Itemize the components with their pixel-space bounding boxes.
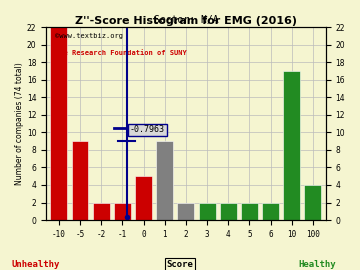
Title: Z''-Score Histogram for EMG (2016): Z''-Score Histogram for EMG (2016): [75, 16, 297, 26]
Text: The Research Foundation of SUNY: The Research Foundation of SUNY: [54, 50, 186, 56]
Text: -0.7963: -0.7963: [130, 125, 165, 134]
Bar: [135, 176, 152, 220]
Bar: [177, 202, 194, 220]
Bar: [199, 202, 216, 220]
Bar: [241, 202, 258, 220]
Text: ©www.textbiz.org: ©www.textbiz.org: [54, 33, 122, 39]
Text: Healthy: Healthy: [298, 260, 336, 269]
Text: Sector: N/A: Sector: N/A: [154, 15, 218, 25]
Bar: [283, 71, 300, 220]
Bar: [262, 202, 279, 220]
Bar: [93, 202, 110, 220]
Bar: [305, 185, 321, 220]
Bar: [50, 27, 67, 220]
Bar: [114, 202, 131, 220]
Text: Unhealthy: Unhealthy: [12, 260, 60, 269]
Y-axis label: Number of companies (74 total): Number of companies (74 total): [15, 62, 24, 185]
Bar: [220, 202, 237, 220]
Text: Score: Score: [167, 260, 193, 269]
Bar: [72, 141, 89, 220]
Bar: [156, 141, 173, 220]
